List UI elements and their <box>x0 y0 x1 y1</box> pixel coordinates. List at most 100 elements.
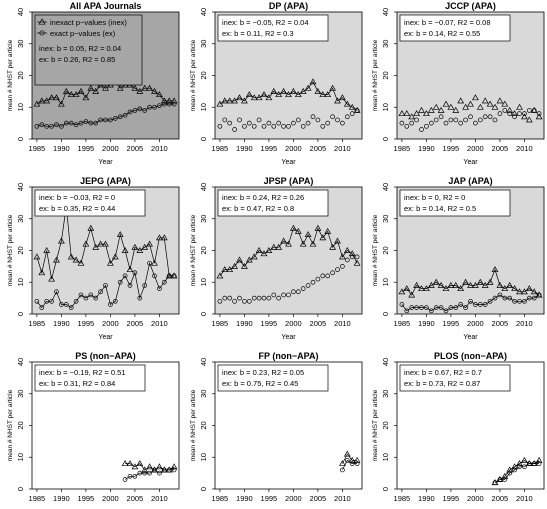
circle-point <box>161 279 167 285</box>
circle-point <box>497 292 503 298</box>
chart-panel: JAP (APA) 1985 1990 1995 2000 2005 2010 0 10 20 30… <box>372 176 545 341</box>
circle-point <box>507 295 513 301</box>
triangle-point <box>280 237 288 244</box>
fit-stats-text: ex: b = 0.14, R2 = 0.5 <box>404 204 476 213</box>
triangle-point <box>437 106 445 113</box>
y-tick-label: 20 <box>381 246 390 254</box>
triangle-point <box>516 288 523 295</box>
triangle-point <box>260 91 268 98</box>
triangle-point <box>299 87 307 94</box>
legend-box <box>34 14 143 86</box>
y-tick-label: 20 <box>199 71 208 79</box>
x-axis-label: Year <box>463 334 478 341</box>
circle-point <box>414 117 419 123</box>
circle-point <box>340 467 345 473</box>
triangle-point <box>48 94 56 101</box>
y-tick-label: 30 <box>199 215 208 223</box>
circle-point <box>453 305 459 310</box>
triangle-point <box>53 94 60 101</box>
circle-point <box>266 295 272 301</box>
triangle-point <box>92 243 100 250</box>
y-tick-label: 20 <box>16 421 25 429</box>
circle-point <box>522 464 527 470</box>
circle-point <box>438 305 444 310</box>
chart-title: JEPG (APA) <box>80 176 131 186</box>
circle-point <box>44 123 50 129</box>
triangle-point <box>324 91 332 98</box>
circle-point <box>161 467 167 473</box>
triangle-point <box>240 97 248 104</box>
triangle-point <box>275 91 283 98</box>
x-tick-label: 1990 <box>236 319 253 328</box>
triangle-point <box>121 460 129 467</box>
circle-point <box>354 254 360 260</box>
triangle-point <box>329 84 337 91</box>
triangle-point <box>294 91 302 98</box>
triangle-point <box>53 256 60 263</box>
chart-title: FP (non−APA) <box>259 351 319 361</box>
circle-point <box>354 108 360 113</box>
circle-point <box>39 305 45 310</box>
circle-point <box>78 292 84 298</box>
y-tick-label: 0 <box>381 137 390 141</box>
triangle-point <box>506 281 514 288</box>
circle-point <box>286 123 291 129</box>
x-tick-label: 2005 <box>310 319 327 328</box>
triangle-point <box>398 110 406 117</box>
triangle-point <box>319 91 327 98</box>
circle-point <box>161 101 167 107</box>
chart-panel: PLOS (non−APA) 1985 1990 1995 2000 2005 2010 0 1… <box>372 351 545 503</box>
circle-point <box>276 120 282 126</box>
circle-point <box>443 308 449 314</box>
triangle-point <box>516 103 523 110</box>
triangle-point <box>116 231 124 238</box>
fit-stats-text: inex: b = −0.19, R2 = 0.51 <box>39 368 126 377</box>
x-tick-label: 1985 <box>212 319 229 328</box>
triangle-point <box>511 285 519 292</box>
circle-point <box>492 295 498 301</box>
x-tick-label: 1985 <box>394 494 411 503</box>
triangle-point <box>442 285 450 292</box>
circle-point <box>325 120 331 126</box>
triangle-point <box>216 100 224 107</box>
chart-panel: FP (non−APA) 1985 1990 1995 2000 2005 2010 0 10 2… <box>190 351 363 503</box>
circle-point <box>137 470 143 476</box>
circle-point <box>88 292 94 298</box>
circle-point <box>103 117 108 123</box>
circle-point <box>261 123 267 129</box>
circle-point <box>531 295 537 301</box>
x-tick-label: 2005 <box>127 494 144 503</box>
circle-point <box>286 292 291 298</box>
fit-stats-text: inex: b = 0.67, R2 = 0.7 <box>404 368 482 377</box>
triangle-point <box>471 94 479 101</box>
y-tick-label: 10 <box>199 453 208 461</box>
triangle-point <box>481 281 489 288</box>
y-tick-label: 0 <box>381 312 390 316</box>
circle-point <box>344 257 350 263</box>
y-tick-label: 30 <box>16 40 25 48</box>
triangle-point <box>304 84 312 91</box>
circle-point <box>142 283 148 288</box>
fit-stats-box <box>217 14 329 42</box>
circle-point <box>295 117 301 123</box>
triangle-point <box>38 97 46 104</box>
circle-point <box>39 122 45 128</box>
circle-point <box>399 302 405 307</box>
y-tick-label: 40 <box>199 358 208 366</box>
triangle-point <box>111 253 119 260</box>
circle-point <box>291 289 296 295</box>
circle-point <box>73 122 79 128</box>
circle-point <box>34 123 40 129</box>
triangle-point <box>427 281 435 288</box>
fit-stats-box <box>399 14 511 42</box>
circle-point <box>473 302 478 307</box>
triangle-point <box>442 100 450 107</box>
circle-point <box>112 298 118 304</box>
circle-point <box>222 295 228 301</box>
triangle-point <box>33 253 41 260</box>
triangle-point <box>511 110 519 117</box>
triangle-point <box>314 224 322 231</box>
fit-stats-text: ex: b = 0.73, R2 = 0.87 <box>404 379 480 388</box>
y-tick-label: 30 <box>381 40 390 48</box>
triangle-point <box>265 94 273 101</box>
